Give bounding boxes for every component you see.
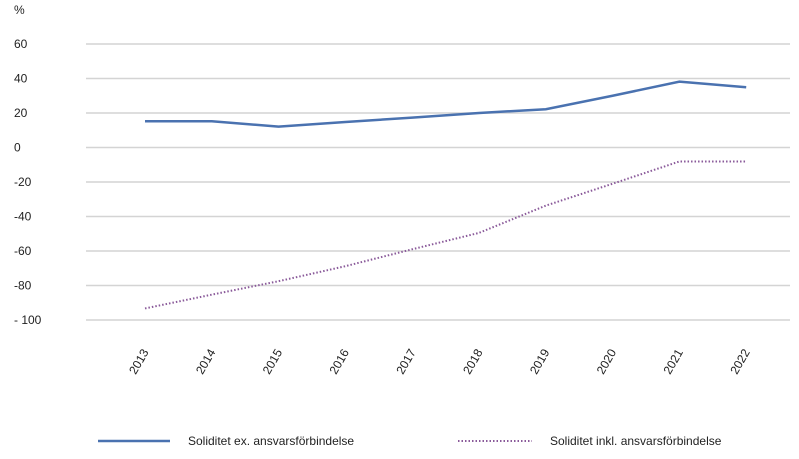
x-tick-label: 2021 [661, 346, 687, 376]
x-tick-label: 2016 [327, 346, 353, 376]
y-tick-label: 60 [14, 37, 28, 51]
x-tick-label: 2015 [260, 346, 286, 376]
y-tick-label: -20 [14, 175, 32, 189]
x-tick-label: 2013 [126, 346, 152, 376]
y-tick-label: 0 [14, 141, 21, 155]
y-tick-label: 40 [14, 72, 28, 86]
x-tick-label: 2018 [460, 346, 486, 376]
x-tick-label: 2017 [393, 346, 419, 376]
y-tick-label: 20 [14, 106, 28, 120]
legend: Soliditet ex. ansvarsförbindelse Solidit… [98, 434, 722, 448]
x-tick-label: 2022 [727, 346, 753, 376]
x-tick-label: 2019 [527, 346, 553, 376]
y-tick-label: -80 [14, 279, 32, 293]
legend-label-series-2: Soliditet inkl. ansvarsförbindelse [550, 434, 722, 448]
y-tick-label: -60 [14, 244, 32, 258]
y-tick-label: - 100 [14, 313, 42, 327]
x-tick-label: 2014 [193, 346, 219, 376]
series-line-1 [145, 80, 747, 128]
y-axis-label: % [14, 3, 25, 17]
x-tick-label: 2020 [594, 346, 620, 376]
series-line-2 [144, 160, 747, 310]
y-tick-label: -40 [14, 210, 32, 224]
legend-label-series-1: Soliditet ex. ansvarsförbindelse [188, 434, 354, 448]
